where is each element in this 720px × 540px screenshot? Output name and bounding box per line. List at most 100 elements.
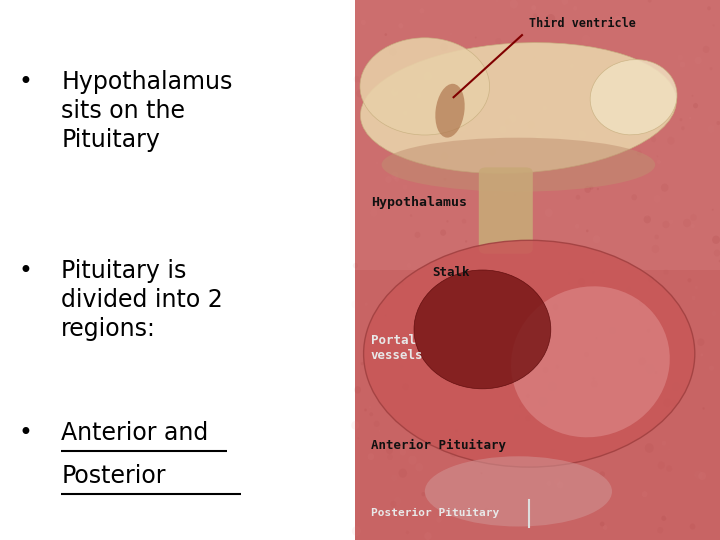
Ellipse shape bbox=[397, 43, 400, 47]
Ellipse shape bbox=[719, 260, 720, 262]
Ellipse shape bbox=[552, 303, 559, 310]
Ellipse shape bbox=[385, 314, 387, 316]
Ellipse shape bbox=[485, 508, 489, 512]
Ellipse shape bbox=[529, 177, 538, 187]
Ellipse shape bbox=[488, 307, 495, 314]
Ellipse shape bbox=[636, 150, 642, 156]
Ellipse shape bbox=[610, 116, 615, 121]
Ellipse shape bbox=[408, 456, 417, 465]
Ellipse shape bbox=[693, 103, 698, 109]
Ellipse shape bbox=[631, 194, 637, 200]
Ellipse shape bbox=[620, 57, 628, 66]
Ellipse shape bbox=[663, 398, 672, 407]
Ellipse shape bbox=[440, 230, 446, 236]
Ellipse shape bbox=[440, 43, 449, 52]
Ellipse shape bbox=[654, 371, 657, 374]
Ellipse shape bbox=[477, 511, 482, 515]
Ellipse shape bbox=[424, 532, 432, 540]
Ellipse shape bbox=[376, 161, 379, 165]
Ellipse shape bbox=[511, 286, 670, 437]
Ellipse shape bbox=[600, 522, 605, 526]
Ellipse shape bbox=[519, 404, 522, 408]
Text: Anterior Pituitary: Anterior Pituitary bbox=[371, 439, 505, 452]
Ellipse shape bbox=[597, 188, 599, 190]
Ellipse shape bbox=[408, 161, 413, 167]
Text: Hypothalamus: Hypothalamus bbox=[371, 196, 467, 209]
Ellipse shape bbox=[518, 327, 520, 329]
Ellipse shape bbox=[492, 143, 498, 149]
Ellipse shape bbox=[415, 463, 423, 471]
Ellipse shape bbox=[471, 46, 477, 52]
Text: Stalk: Stalk bbox=[432, 266, 469, 279]
Text: Pituitary is
divided into 2
regions:: Pituitary is divided into 2 regions: bbox=[61, 259, 223, 341]
Ellipse shape bbox=[436, 517, 442, 523]
Text: Third ventricle: Third ventricle bbox=[529, 17, 636, 30]
Ellipse shape bbox=[589, 353, 593, 357]
Ellipse shape bbox=[681, 126, 685, 130]
Ellipse shape bbox=[415, 232, 420, 238]
Text: Posterior Pituitary: Posterior Pituitary bbox=[371, 508, 499, 518]
Ellipse shape bbox=[410, 214, 413, 217]
Ellipse shape bbox=[680, 62, 685, 68]
Ellipse shape bbox=[352, 526, 361, 536]
Ellipse shape bbox=[546, 481, 552, 486]
Ellipse shape bbox=[496, 366, 501, 371]
Ellipse shape bbox=[662, 221, 670, 228]
Ellipse shape bbox=[546, 14, 555, 23]
Ellipse shape bbox=[533, 14, 537, 18]
Ellipse shape bbox=[436, 84, 464, 138]
Ellipse shape bbox=[695, 286, 698, 289]
Ellipse shape bbox=[562, 314, 564, 316]
Ellipse shape bbox=[692, 95, 693, 97]
Ellipse shape bbox=[508, 114, 516, 123]
Ellipse shape bbox=[395, 89, 397, 92]
Ellipse shape bbox=[688, 278, 691, 282]
Ellipse shape bbox=[402, 388, 406, 392]
Ellipse shape bbox=[568, 273, 570, 275]
Ellipse shape bbox=[694, 57, 702, 64]
Ellipse shape bbox=[669, 219, 673, 224]
Ellipse shape bbox=[653, 313, 657, 317]
Ellipse shape bbox=[703, 407, 705, 410]
Ellipse shape bbox=[514, 194, 516, 196]
Ellipse shape bbox=[701, 353, 703, 356]
Ellipse shape bbox=[500, 251, 503, 254]
Ellipse shape bbox=[480, 472, 482, 474]
Ellipse shape bbox=[414, 270, 551, 389]
Ellipse shape bbox=[425, 456, 612, 526]
Ellipse shape bbox=[543, 367, 549, 373]
Ellipse shape bbox=[353, 263, 358, 268]
Ellipse shape bbox=[351, 421, 359, 430]
Ellipse shape bbox=[410, 141, 413, 145]
Ellipse shape bbox=[412, 145, 419, 152]
Ellipse shape bbox=[526, 394, 530, 398]
Ellipse shape bbox=[505, 118, 511, 125]
FancyBboxPatch shape bbox=[355, 0, 720, 270]
Ellipse shape bbox=[569, 168, 570, 170]
Text: •: • bbox=[18, 70, 32, 94]
Ellipse shape bbox=[498, 170, 500, 173]
Ellipse shape bbox=[505, 412, 509, 417]
Ellipse shape bbox=[510, 0, 518, 9]
Ellipse shape bbox=[364, 409, 367, 411]
Ellipse shape bbox=[554, 478, 560, 485]
Ellipse shape bbox=[573, 275, 576, 279]
Ellipse shape bbox=[698, 472, 706, 480]
Ellipse shape bbox=[642, 491, 647, 497]
Ellipse shape bbox=[671, 400, 677, 406]
Ellipse shape bbox=[559, 130, 562, 134]
Ellipse shape bbox=[657, 160, 661, 164]
Ellipse shape bbox=[697, 339, 704, 346]
Ellipse shape bbox=[597, 345, 604, 353]
Ellipse shape bbox=[536, 134, 542, 141]
Ellipse shape bbox=[385, 176, 392, 183]
Ellipse shape bbox=[600, 471, 605, 477]
Ellipse shape bbox=[403, 111, 407, 115]
Ellipse shape bbox=[399, 469, 407, 478]
Ellipse shape bbox=[456, 358, 459, 361]
Ellipse shape bbox=[528, 271, 537, 280]
Ellipse shape bbox=[428, 138, 431, 139]
Ellipse shape bbox=[446, 200, 450, 204]
Ellipse shape bbox=[631, 106, 636, 111]
Ellipse shape bbox=[648, 0, 652, 3]
